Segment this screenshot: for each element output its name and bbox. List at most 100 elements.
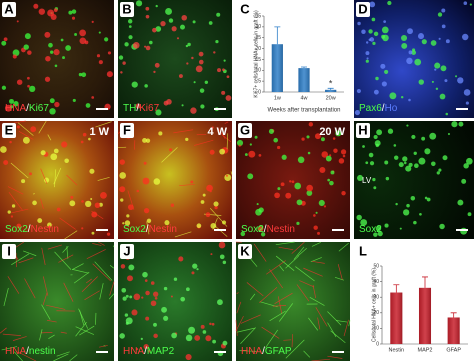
fiber <box>312 284 317 299</box>
cell <box>362 145 365 148</box>
cell <box>223 59 226 62</box>
cell <box>273 137 279 143</box>
fiber <box>269 310 286 322</box>
x-tick-label: Nestin <box>389 347 405 353</box>
cell <box>198 51 204 57</box>
cell <box>260 232 266 237</box>
cell <box>400 95 404 99</box>
cell <box>70 195 74 199</box>
fiber <box>23 250 37 257</box>
fiber <box>348 320 351 327</box>
cell <box>154 62 160 68</box>
cell <box>451 121 458 128</box>
cell <box>141 296 144 299</box>
cell <box>186 287 190 292</box>
panel-letter: I <box>7 243 11 258</box>
panel-letter-box <box>120 244 134 259</box>
cell <box>80 140 84 144</box>
cell <box>426 197 431 202</box>
cell <box>413 151 417 155</box>
cell <box>186 62 189 65</box>
fiber <box>47 134 52 141</box>
cell <box>307 151 311 155</box>
cell <box>360 219 368 226</box>
time-tag: 1 W <box>89 126 109 138</box>
cell <box>161 306 167 313</box>
cell <box>200 104 205 109</box>
panel-letter-box <box>356 123 370 138</box>
cell <box>406 203 410 208</box>
bar-shade <box>390 292 403 344</box>
panel-letter: D <box>358 1 367 16</box>
fiber <box>99 345 108 348</box>
cell <box>144 279 148 282</box>
cell <box>365 59 369 63</box>
x-tick-label: 4w <box>300 95 307 101</box>
error-bar <box>450 312 457 318</box>
panel: E 1 W Sox2/Nestin <box>0 120 114 240</box>
cell <box>191 56 194 60</box>
y-tick-label: 35 <box>255 13 261 19</box>
cell <box>160 20 166 27</box>
cell <box>368 29 373 34</box>
fiber <box>173 129 194 134</box>
cell <box>131 81 138 88</box>
fiber <box>283 339 292 341</box>
cell <box>384 223 389 228</box>
cell <box>402 156 408 162</box>
cell <box>40 150 46 156</box>
cell <box>188 326 196 334</box>
fiber <box>336 320 348 323</box>
cell <box>45 55 51 62</box>
fiber <box>275 241 295 246</box>
cell <box>291 180 295 184</box>
cell <box>408 162 413 167</box>
cell <box>127 19 133 24</box>
caption: Sox2/Nestin <box>241 224 295 235</box>
fiber <box>239 350 257 352</box>
y-axis-label: Cells/total HNA+ cells in graft (%) <box>371 268 377 342</box>
fiber <box>3 287 9 307</box>
fiber <box>99 283 104 300</box>
cell <box>153 333 158 339</box>
cell <box>78 72 83 77</box>
cell <box>153 291 159 297</box>
cell <box>145 45 151 51</box>
cell <box>218 241 226 249</box>
fiber <box>240 327 256 345</box>
cell <box>196 268 199 271</box>
cell <box>357 174 364 182</box>
cell <box>190 107 197 114</box>
fiber <box>161 147 178 163</box>
cell <box>91 211 98 218</box>
panel-letter: G <box>240 122 250 137</box>
fiber <box>309 297 325 306</box>
cell <box>153 70 156 74</box>
cell <box>373 31 379 37</box>
cell <box>417 33 425 40</box>
cell <box>132 42 140 49</box>
cell <box>395 202 398 206</box>
cell <box>247 173 254 180</box>
x-tick-label: MAP2 <box>418 347 433 353</box>
micrograph <box>0 242 114 361</box>
cell <box>374 140 381 147</box>
cell <box>285 192 292 199</box>
cell <box>158 131 163 136</box>
cell <box>204 80 209 84</box>
cell <box>217 68 222 73</box>
cell <box>361 29 366 35</box>
fiber <box>277 296 283 314</box>
bar-shade <box>325 89 337 92</box>
cell <box>325 155 332 162</box>
fiber <box>42 276 49 296</box>
y-tick-label: 50 <box>373 263 379 269</box>
cell <box>96 54 101 58</box>
cell <box>149 40 153 45</box>
fiber <box>226 133 229 150</box>
cell <box>53 148 59 154</box>
cell <box>296 199 303 206</box>
caption-part: GFAP <box>265 346 292 357</box>
cell <box>442 155 448 161</box>
cell <box>447 133 451 136</box>
